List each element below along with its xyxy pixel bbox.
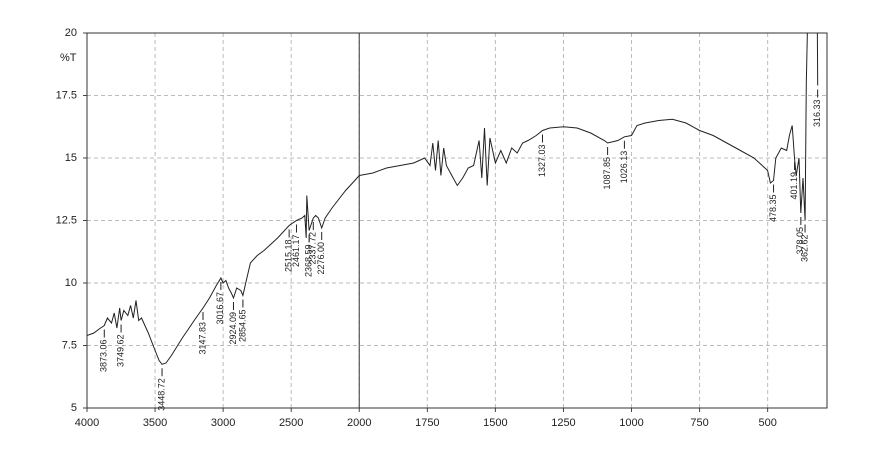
- y-tick-label: 10: [65, 277, 77, 289]
- x-tick-label: 2000: [347, 417, 371, 429]
- x-tick-label: 4000: [75, 417, 99, 429]
- y-tick-label: 17.5: [56, 89, 77, 101]
- y-tick-label: 20: [65, 27, 77, 39]
- x-tick-label: 500: [758, 417, 776, 429]
- peak-label: 378.05: [795, 227, 805, 255]
- x-tick-label: 1250: [551, 417, 575, 429]
- peak-label: 2515.18: [284, 240, 294, 273]
- peak-label: 3147.83: [197, 322, 207, 355]
- peak-label: 1327.03: [537, 145, 547, 178]
- peak-label: 478.35: [768, 195, 778, 223]
- x-tick-label: 3000: [211, 417, 235, 429]
- peak-label: 316.33: [812, 100, 822, 128]
- peak-label: 401.19: [789, 172, 799, 200]
- peak-label: 2461.17: [291, 235, 301, 268]
- peak-label: 3448.72: [156, 378, 166, 411]
- peak-label: 3749.62: [115, 335, 125, 368]
- peak-label: 1087.85: [602, 157, 612, 190]
- x-tick-label: 1500: [483, 417, 507, 429]
- x-tick-label: 2500: [279, 417, 303, 429]
- peak-label: 3016.67: [215, 292, 225, 325]
- x-tick-label: 1750: [415, 417, 439, 429]
- peak-label: 1026.13: [619, 151, 629, 184]
- peak-label: 2924.09: [228, 312, 238, 345]
- peak-label: 362.62: [799, 235, 809, 263]
- peak-label: 2368.59: [303, 245, 313, 278]
- peak-label: 2276.00: [316, 242, 326, 275]
- spectrum-line: [87, 33, 819, 365]
- y-tick-label: 5: [71, 402, 77, 414]
- x-tick-label: 1000: [619, 417, 643, 429]
- y-axis-label: %T: [60, 52, 77, 64]
- peak-label: 2854.65: [237, 310, 247, 343]
- peak-label: 2337.72: [308, 232, 318, 265]
- y-tick-label: 12.5: [56, 214, 77, 226]
- peak-label: 3873.06: [99, 340, 109, 373]
- y-tick-label: 7.5: [62, 339, 77, 351]
- plot-frame: [86, 32, 828, 409]
- x-tick-label: 750: [690, 417, 708, 429]
- x-tick-label: 3500: [143, 417, 167, 429]
- y-tick-label: 15: [65, 152, 77, 164]
